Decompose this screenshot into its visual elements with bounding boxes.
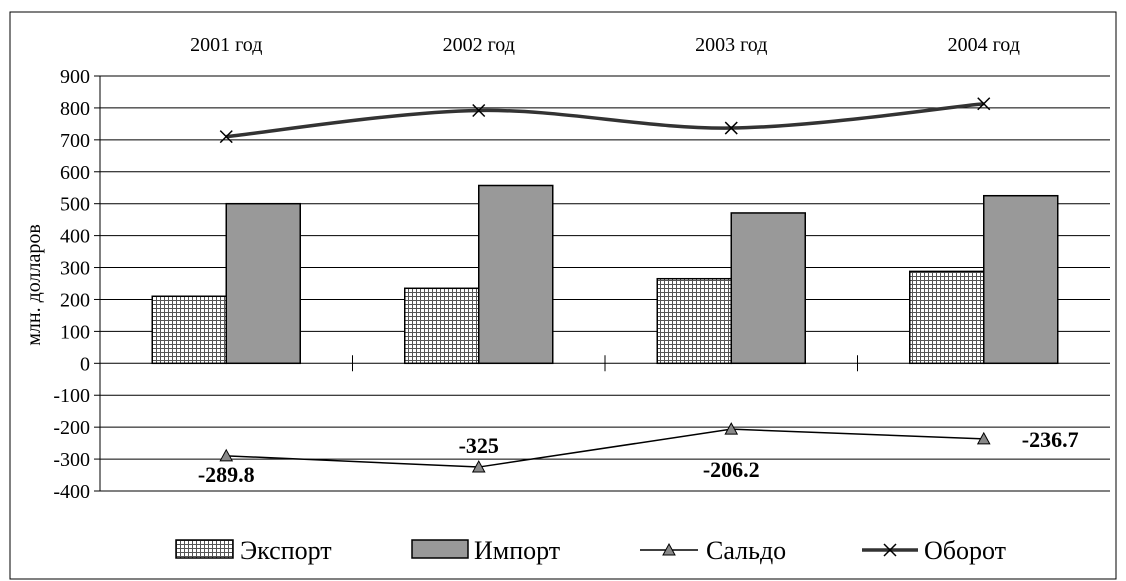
legend-marker-balance — [662, 542, 676, 556]
bar-import — [983, 194, 1059, 365]
bar-export — [404, 287, 480, 365]
line-balance — [226, 428, 984, 468]
point-turnover — [977, 97, 991, 111]
bar-export — [909, 270, 985, 365]
y-tick-label: 0 — [80, 353, 90, 375]
legend-item-import: Импорт — [411, 536, 560, 565]
data-labels: -289.8 -325 -206.2 -236.7 — [198, 427, 1079, 487]
y-axis: 900 800 700 600 500 400 300 200 100 0 -100 -200 -300… — [53, 66, 101, 503]
data-label-balance: -289.8 — [198, 462, 255, 487]
point-turnover — [724, 121, 738, 135]
bar-import — [730, 212, 806, 365]
line-turnover — [226, 102, 984, 139]
category-labels: 2001 год 2002 год 2003 год 2004 год — [190, 34, 1020, 56]
legend-label-import: Импорт — [474, 536, 560, 565]
legend-label-turnover: Оборот — [924, 536, 1006, 565]
y-tick-label: -100 — [53, 385, 90, 407]
legend-item-export: Экспорт — [175, 536, 332, 565]
y-tick-label: 100 — [60, 321, 90, 343]
data-label-balance: -236.7 — [1022, 427, 1079, 452]
data-label-balance: -206.2 — [703, 457, 760, 482]
point-balance — [976, 431, 991, 445]
bar-import — [478, 184, 554, 365]
legend-item-turnover: Оборот — [862, 536, 1006, 565]
legend: Экспорт Импорт Сальдо Оборот — [175, 536, 1006, 565]
legend-swatch-import — [411, 539, 469, 559]
point-turnover — [472, 103, 486, 118]
bar-export — [656, 277, 732, 365]
y-tick-label: 500 — [60, 194, 90, 216]
legend-label-export: Экспорт — [240, 536, 332, 565]
point-balance — [471, 460, 486, 473]
category-label: 2004 год — [948, 34, 1020, 56]
y-tick-label: 800 — [60, 98, 90, 120]
y-tick-label: 200 — [60, 289, 90, 311]
y-tick-label: -400 — [53, 481, 90, 503]
bar-export — [151, 295, 227, 365]
point-turnover — [219, 130, 233, 144]
y-tick-label: -300 — [53, 449, 90, 471]
y-tick-label: 600 — [60, 162, 90, 184]
data-label-balance: -325 — [459, 433, 499, 458]
y-tick-label: 900 — [60, 66, 90, 88]
y-tick-label: 700 — [60, 130, 90, 152]
y-tick-label: 300 — [60, 258, 90, 280]
y-axis-title: млн. долларов — [23, 224, 45, 346]
bars — [151, 184, 1059, 365]
legend-label-balance: Сальдо — [706, 536, 786, 565]
series-lines — [219, 97, 991, 473]
category-label: 2001 год — [190, 34, 262, 56]
point-balance — [724, 422, 739, 435]
point-balance — [219, 448, 234, 462]
legend-swatch-export — [175, 539, 234, 559]
legend-item-balance: Сальдо — [640, 536, 786, 565]
category-label: 2003 год — [695, 34, 767, 56]
category-label: 2002 год — [443, 34, 515, 56]
y-tick-label: 400 — [60, 226, 90, 248]
bar-import — [225, 202, 301, 365]
legend-marker-turnover — [883, 543, 897, 557]
y-tick-label: -200 — [53, 417, 90, 439]
